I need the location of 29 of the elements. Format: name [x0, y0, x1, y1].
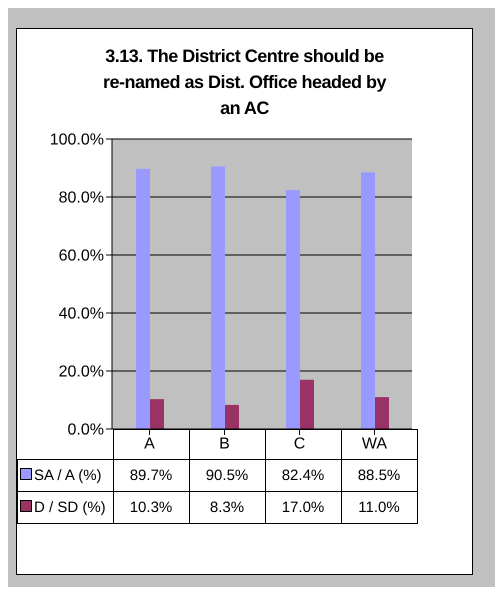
bar [361, 172, 375, 429]
x-tick-label: B [219, 435, 230, 452]
data-label: 82.4% [265, 460, 341, 492]
bar [225, 404, 239, 429]
data-label: 88.5% [341, 460, 417, 492]
y-tick-label: 0.0% [68, 422, 104, 439]
bar [136, 168, 150, 429]
chart-title: 3.13. The District Centre should be re-named as Dist. Office headed by an AC [102, 45, 388, 120]
x-tick-label: A [144, 435, 156, 452]
bar [375, 397, 389, 429]
bar [300, 380, 314, 429]
y-tick-label: 60.0% [58, 248, 104, 265]
y-tick-label: 20.0% [58, 364, 104, 381]
x-tick-label: C [294, 435, 306, 452]
data-label: 10.3% [113, 492, 189, 524]
data-label: 8.3% [189, 492, 265, 524]
y-tick-label: 40.0% [58, 306, 104, 323]
x-tick-label: WA [362, 435, 388, 452]
data-label: 11.0% [341, 492, 417, 524]
bar [150, 399, 164, 429]
data-label: 17.0% [265, 492, 341, 524]
bar [211, 166, 225, 429]
y-tick-label: 100.0% [50, 132, 104, 149]
legend-label: SA / A (%) [33, 467, 102, 484]
data-label: 90.5% [189, 460, 265, 492]
legend-label: D / SD (%) [33, 499, 106, 516]
y-tick-label: 80.0% [58, 190, 104, 207]
data-label: 89.7% [113, 460, 189, 492]
bar [286, 190, 300, 429]
